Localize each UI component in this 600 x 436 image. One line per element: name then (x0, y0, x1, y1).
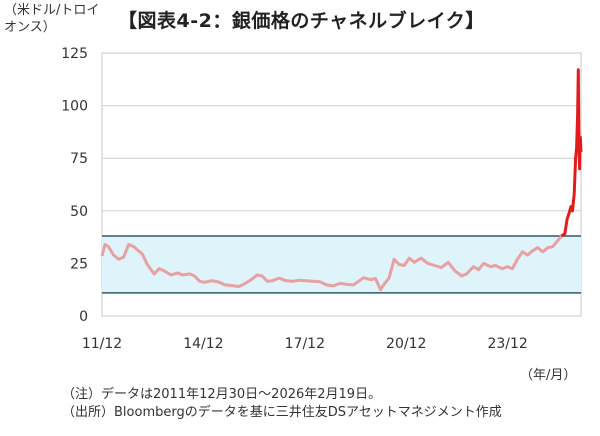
y-tick-label: 100 (61, 99, 88, 115)
plot-frame (101, 52, 582, 317)
y-tick-label: 25 (70, 256, 88, 272)
source-text: （出所）Bloombergのデータを基に三井住友DSアセットマネジメント作成 (62, 405, 502, 420)
x-tick-label: 23/12 (487, 336, 527, 352)
x-tick-label: 20/12 (386, 336, 426, 352)
x-tick-label: 11/12 (82, 336, 122, 352)
y-tick-label: 75 (70, 151, 88, 167)
y-axis-unit-label: （米ドル/トロイ オンス） (4, 3, 100, 35)
y-tick-label: 0 (79, 309, 88, 325)
price-series-line (100, 235, 563, 292)
chart-title: 【図表4-2：銀価格のチャネルブレイク】 (118, 10, 485, 32)
y-tick-label: 50 (70, 204, 88, 220)
x-axis-unit-label: （年/月） (520, 368, 577, 383)
x-tick-label: 17/12 (285, 336, 325, 352)
y-tick-label: 125 (61, 46, 88, 62)
price-series-breakout-line (560, 68, 583, 238)
x-tick-label: 14/12 (183, 336, 223, 352)
footnotes: （注）データは2011年12月30日～2026年2月19日。 （出所）Bloom… (62, 386, 502, 422)
note-text: （注）データは2011年12月30日～2026年2月19日。 (62, 387, 382, 402)
